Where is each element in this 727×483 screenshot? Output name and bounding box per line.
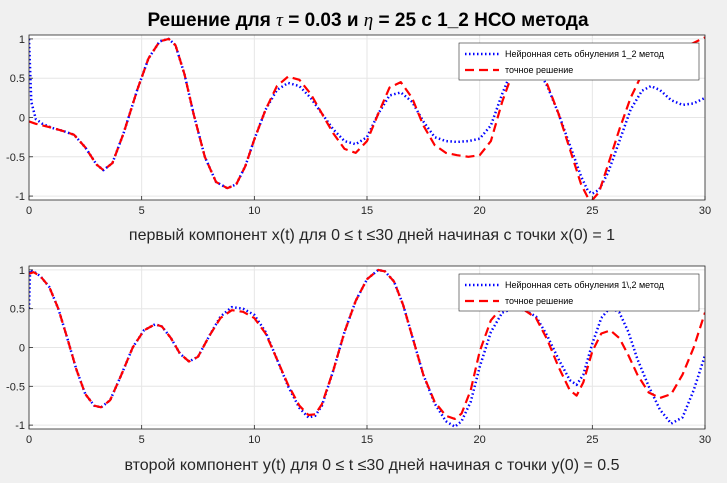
legend: Нейронная сеть обнуления 1_2 метод точное… <box>458 42 700 81</box>
figure-title: Решение для τ = 0.03 и η = 25 с 1_2 НСО … <box>147 10 589 31</box>
x-tick-label: 25 <box>586 434 598 446</box>
legend: Нейронная сеть обнуления 1\,2 метод точно… <box>458 273 700 312</box>
series-line-network <box>29 37 705 195</box>
legend-label: точное решение <box>505 296 573 306</box>
legend-label: Нейронная сеть обнуления 1\,2 метод <box>505 280 665 290</box>
x-tick-label: 5 <box>139 434 145 446</box>
x-tick-label: 5 <box>139 205 145 217</box>
y-tick-label: -1 <box>15 420 25 432</box>
x-tick-label: 20 <box>474 434 486 446</box>
x-tick-label: 10 <box>248 205 260 217</box>
x-tick-label: 15 <box>361 205 373 217</box>
y-tick-label: -0.5 <box>6 381 25 393</box>
legend-box <box>458 273 700 312</box>
x-tick-label: 20 <box>474 205 486 217</box>
tau-symbol: τ <box>276 10 284 31</box>
x-tick-label: 25 <box>586 205 598 217</box>
x-axis-label: первый компонент x(t) для 0 ≤ t ≤30 дней… <box>129 227 615 244</box>
plot-y-component: 0 5 10 15 20 25 30 -1 -0.5 0 0.5 1 второй компонент … <box>6 265 711 474</box>
y-tick-label: 0 <box>19 343 25 355</box>
eta-symbol: η <box>364 10 373 31</box>
legend-box <box>458 42 700 81</box>
y-tick-label: 0 <box>19 113 25 125</box>
series-line-exact <box>29 36 705 200</box>
x-tick-label: 0 <box>26 205 32 217</box>
legend-label: Нейронная сеть обнуления 1_2 метод <box>505 49 665 59</box>
x-tick-label: 30 <box>699 434 711 446</box>
y-tick-label: 0.5 <box>10 304 25 316</box>
series-line-exact <box>29 268 705 420</box>
y-tick-label: 1 <box>19 34 25 46</box>
y-tick-label: 1 <box>19 265 25 277</box>
x-tick-label: 0 <box>26 434 32 446</box>
y-tick-label: -0.5 <box>6 152 25 164</box>
x-tick-label: 15 <box>361 434 373 446</box>
x-axis-label: второй компонент y(t) для 0 ≤ t ≤30 дней… <box>124 457 619 474</box>
x-tick-label: 30 <box>699 205 711 217</box>
plot-x-component: 0 5 10 15 20 25 30 -1 -0.5 0 0.5 1 первый компонент … <box>6 34 711 244</box>
y-tick-label: 0.5 <box>10 73 25 85</box>
x-tick-label: 10 <box>248 434 260 446</box>
y-tick-label: -1 <box>15 191 25 203</box>
legend-label: точное решение <box>505 65 573 75</box>
